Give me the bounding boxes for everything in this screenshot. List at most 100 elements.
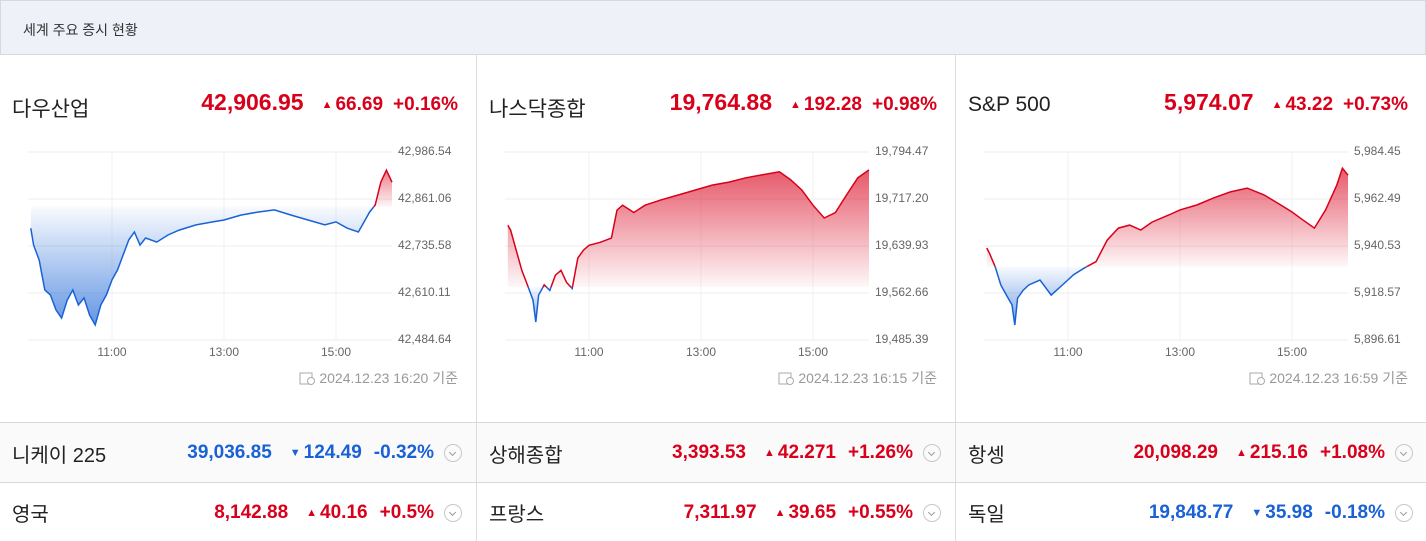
market-cell: 상해종합 3,393.53 ▲ 42.271 +1.26% [477, 423, 956, 483]
header-title: 세계 주요 증시 현황 [23, 22, 138, 38]
x-tick-label: 13:00 [1165, 345, 1195, 359]
market-name: 영국 [12, 504, 49, 526]
market-summary: 8,142.88 ▲ 40.16 +0.5% [214, 502, 462, 524]
change-value: 124.49 [303, 442, 362, 463]
index-price: 42,906.95 [201, 89, 304, 115]
change-arrow: ▲ [774, 506, 786, 519]
market-summary: 7,311.97 ▲ 39.65 +0.55% [684, 502, 941, 524]
change-arrow: ▲ [1271, 99, 1283, 111]
icon-shape [786, 377, 795, 385]
y-tick-label: 5,962.49 [1354, 191, 1401, 205]
market-price: 8,142.88 [214, 501, 289, 523]
line-down [30, 206, 375, 327]
market-change-pct: +0.5% [379, 501, 434, 523]
y-tick-label: 19,485.39 [875, 332, 929, 346]
calendar-icon [299, 372, 316, 385]
change-value: 42.271 [777, 442, 837, 463]
change-value: 39.65 [788, 501, 837, 523]
index-price: 19,764.88 [669, 89, 772, 115]
index-change: ▲ 66.69 [322, 94, 383, 116]
market-name: 프랑스 [489, 504, 545, 526]
market-summary: 3,393.53 ▲ 42.271 +1.26% [672, 442, 941, 464]
change-value: 66.69 [335, 94, 384, 115]
change-arrow: ▲ [306, 506, 318, 519]
x-tick-label: 11:00 [97, 345, 126, 359]
index-name: 다우산업 [12, 98, 90, 121]
change-arrow: ▼ [1251, 506, 1263, 519]
market-change: ▼ 35.98 [1251, 502, 1312, 524]
change-arrow: ▲ [1236, 447, 1247, 459]
market-change-pct: -0.32% [373, 442, 434, 463]
index-panel: 다우산업 42,906.95 ▲ 66.69 +0.16% 2024.12.23 16:2… [0, 55, 477, 422]
change-value: 35.98 [1265, 501, 1313, 523]
index-price: 5,974.07 [1164, 89, 1254, 115]
x-tick-label: 11:00 [1053, 345, 1082, 359]
market-price: 7,311.97 [683, 501, 757, 523]
market-change-pct: +1.26% [848, 442, 913, 463]
timestamp-text: 2024.12.23 16:20 기준 [319, 370, 458, 386]
market-row: 니케이 225 39,036.85 ▼ 124.49 -0.32% 상해종합 3,393.5… [0, 422, 1426, 483]
timestamp-text: 2024.12.23 16:15 기준 [798, 370, 937, 386]
calendar-icon [778, 372, 795, 385]
header: 세계 주요 증시 현황 [0, 0, 1426, 55]
intraday-chart: 5,896.61 5,918.57 5,940.53 5,962.49 5,984.45… [984, 144, 1401, 359]
index-panel: S&P 500 5,974.07 ▲ 43.22 +0.73% 2024.12.23 16… [956, 55, 1426, 422]
y-tick-label: 5,984.45 [1354, 144, 1401, 158]
y-tick-label: 42,986.54 [398, 144, 452, 158]
change-value: 192.28 [803, 94, 863, 115]
x-tick-label: 13:00 [686, 345, 716, 359]
line-up [507, 169, 870, 287]
index-name: S&P 500 [968, 93, 1051, 116]
x-tick-label: 13:00 [209, 345, 239, 359]
intraday-chart: 42,484.64 42,610.11 42,735.58 42,861.06 42,9… [28, 144, 452, 359]
y-tick-label: 19,562.66 [875, 285, 929, 299]
area [986, 168, 1348, 325]
change-value: 43.22 [1285, 94, 1334, 115]
market-row: 영국 8,142.88 ▲ 40.16 +0.5% 프랑스 7,311.97 ▲ 39.65 +0… [0, 482, 1426, 541]
market-price: 39,036.85 [187, 442, 272, 463]
index-panel: 나스닥종합 19,764.88 ▲ 192.28 +0.98% 2024.12.23 16… [477, 55, 956, 422]
market-price: 3,393.53 [672, 442, 746, 463]
change-value: 40.16 [320, 501, 368, 523]
market-change-pct: +1.08% [1320, 442, 1385, 463]
market-change: ▼ 124.49 [290, 442, 362, 464]
market-summary: 19,848.77 ▼ 35.98 -0.18% [1149, 502, 1413, 524]
x-tick-label: 15:00 [798, 345, 828, 359]
index-change: ▲ 43.22 [1272, 94, 1333, 116]
timestamp: 2024.12.23 16:20 기준 [299, 368, 458, 388]
change-arrow: ▲ [321, 99, 333, 111]
market-change: ▲ 40.16 [306, 502, 367, 524]
index-change-pct: +0.73% [1343, 94, 1408, 115]
icon-shape [1257, 377, 1266, 385]
market-name: 니케이 225 [12, 444, 107, 467]
market-name: 상해종합 [489, 444, 563, 467]
x-tick-label: 15:00 [321, 345, 351, 359]
y-tick-label: 42,484.64 [398, 332, 452, 346]
market-cell: 영국 8,142.88 ▲ 40.16 +0.5% [0, 483, 477, 541]
change-arrow: ▼ [289, 447, 301, 459]
expand-button[interactable] [1395, 503, 1413, 522]
line-up [986, 166, 1349, 267]
market-change: ▲ 42.271 [764, 442, 836, 464]
y-tick-label: 5,918.57 [1354, 285, 1401, 299]
expand-button[interactable] [923, 503, 941, 522]
market-price: 20,098.29 [1133, 442, 1218, 463]
change-arrow: ▲ [764, 447, 775, 459]
expand-button[interactable] [923, 444, 941, 462]
index-summary: 19,764.88 ▲ 192.28 +0.98% [670, 89, 937, 116]
expand-button[interactable] [1395, 444, 1413, 462]
expand-button[interactable] [444, 444, 462, 462]
market-price: 19,848.77 [1148, 501, 1234, 523]
y-tick-label: 42,610.11 [398, 285, 451, 299]
y-tick-label: 19,717.20 [875, 191, 929, 205]
timestamp: 2024.12.23 16:59 기준 [1249, 368, 1408, 388]
area [30, 170, 393, 325]
intraday-chart: 19,485.39 19,562.66 19,639.93 19,717.20 19,7… [505, 144, 929, 359]
timestamp: 2024.12.23 16:15 기준 [778, 368, 937, 388]
expand-button[interactable] [444, 503, 462, 522]
market-cell: 독일 19,848.77 ▼ 35.98 -0.18% [956, 483, 1426, 541]
y-tick-label: 5,896.61 [1354, 332, 1401, 346]
x-tick-label: 15:00 [1277, 345, 1307, 359]
market-cell: 니케이 225 39,036.85 ▼ 124.49 -0.32% [0, 423, 477, 483]
